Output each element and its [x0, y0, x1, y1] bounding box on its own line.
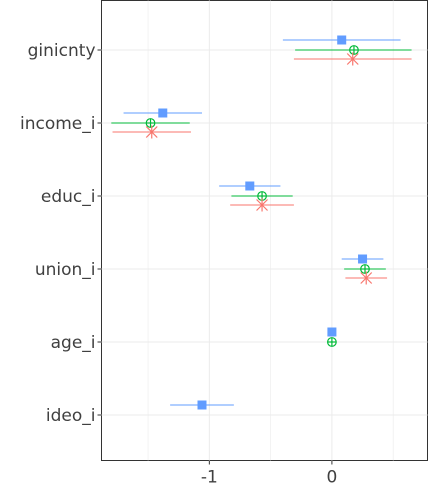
asterisk-marker-ginicnty — [346, 52, 359, 66]
square-marker-income_i — [158, 108, 168, 118]
point-markers — [145, 35, 373, 410]
x-axis: -1 0 — [201, 460, 337, 488]
asterisk-marker-income_i — [145, 125, 158, 139]
circle-plus-marker-union_i — [360, 264, 370, 274]
asterisk-marker-educ_i — [256, 198, 268, 212]
y-tick-label: age_i — [51, 333, 96, 353]
asterisk-marker-union_i — [360, 271, 373, 285]
square-marker-educ_i — [245, 181, 255, 191]
y-tick-label: union_i — [35, 260, 96, 280]
y-tick-label: income_i — [20, 114, 96, 134]
y-tick-label: ginicnty — [28, 41, 96, 61]
x-tick-label: 0 — [326, 468, 337, 488]
circle-plus-marker-income_i — [145, 118, 156, 128]
square-marker-union_i — [358, 254, 368, 264]
circle-plus-marker-ginicnty — [349, 45, 359, 55]
y-tick-label: ideo_i — [46, 406, 96, 426]
panel-border — [101, 0, 428, 461]
y-axis: ginicnty income_i educ_i union_i age_i ideo_i — [20, 41, 102, 426]
square-marker-ideo_i — [197, 400, 207, 410]
y-tick-label: educ_i — [41, 187, 96, 207]
circle-plus-marker-age_i — [327, 337, 337, 347]
x-tick-label: -1 — [201, 468, 218, 488]
square-marker-ginicnty — [337, 35, 347, 45]
square-marker-age_i — [327, 327, 337, 337]
